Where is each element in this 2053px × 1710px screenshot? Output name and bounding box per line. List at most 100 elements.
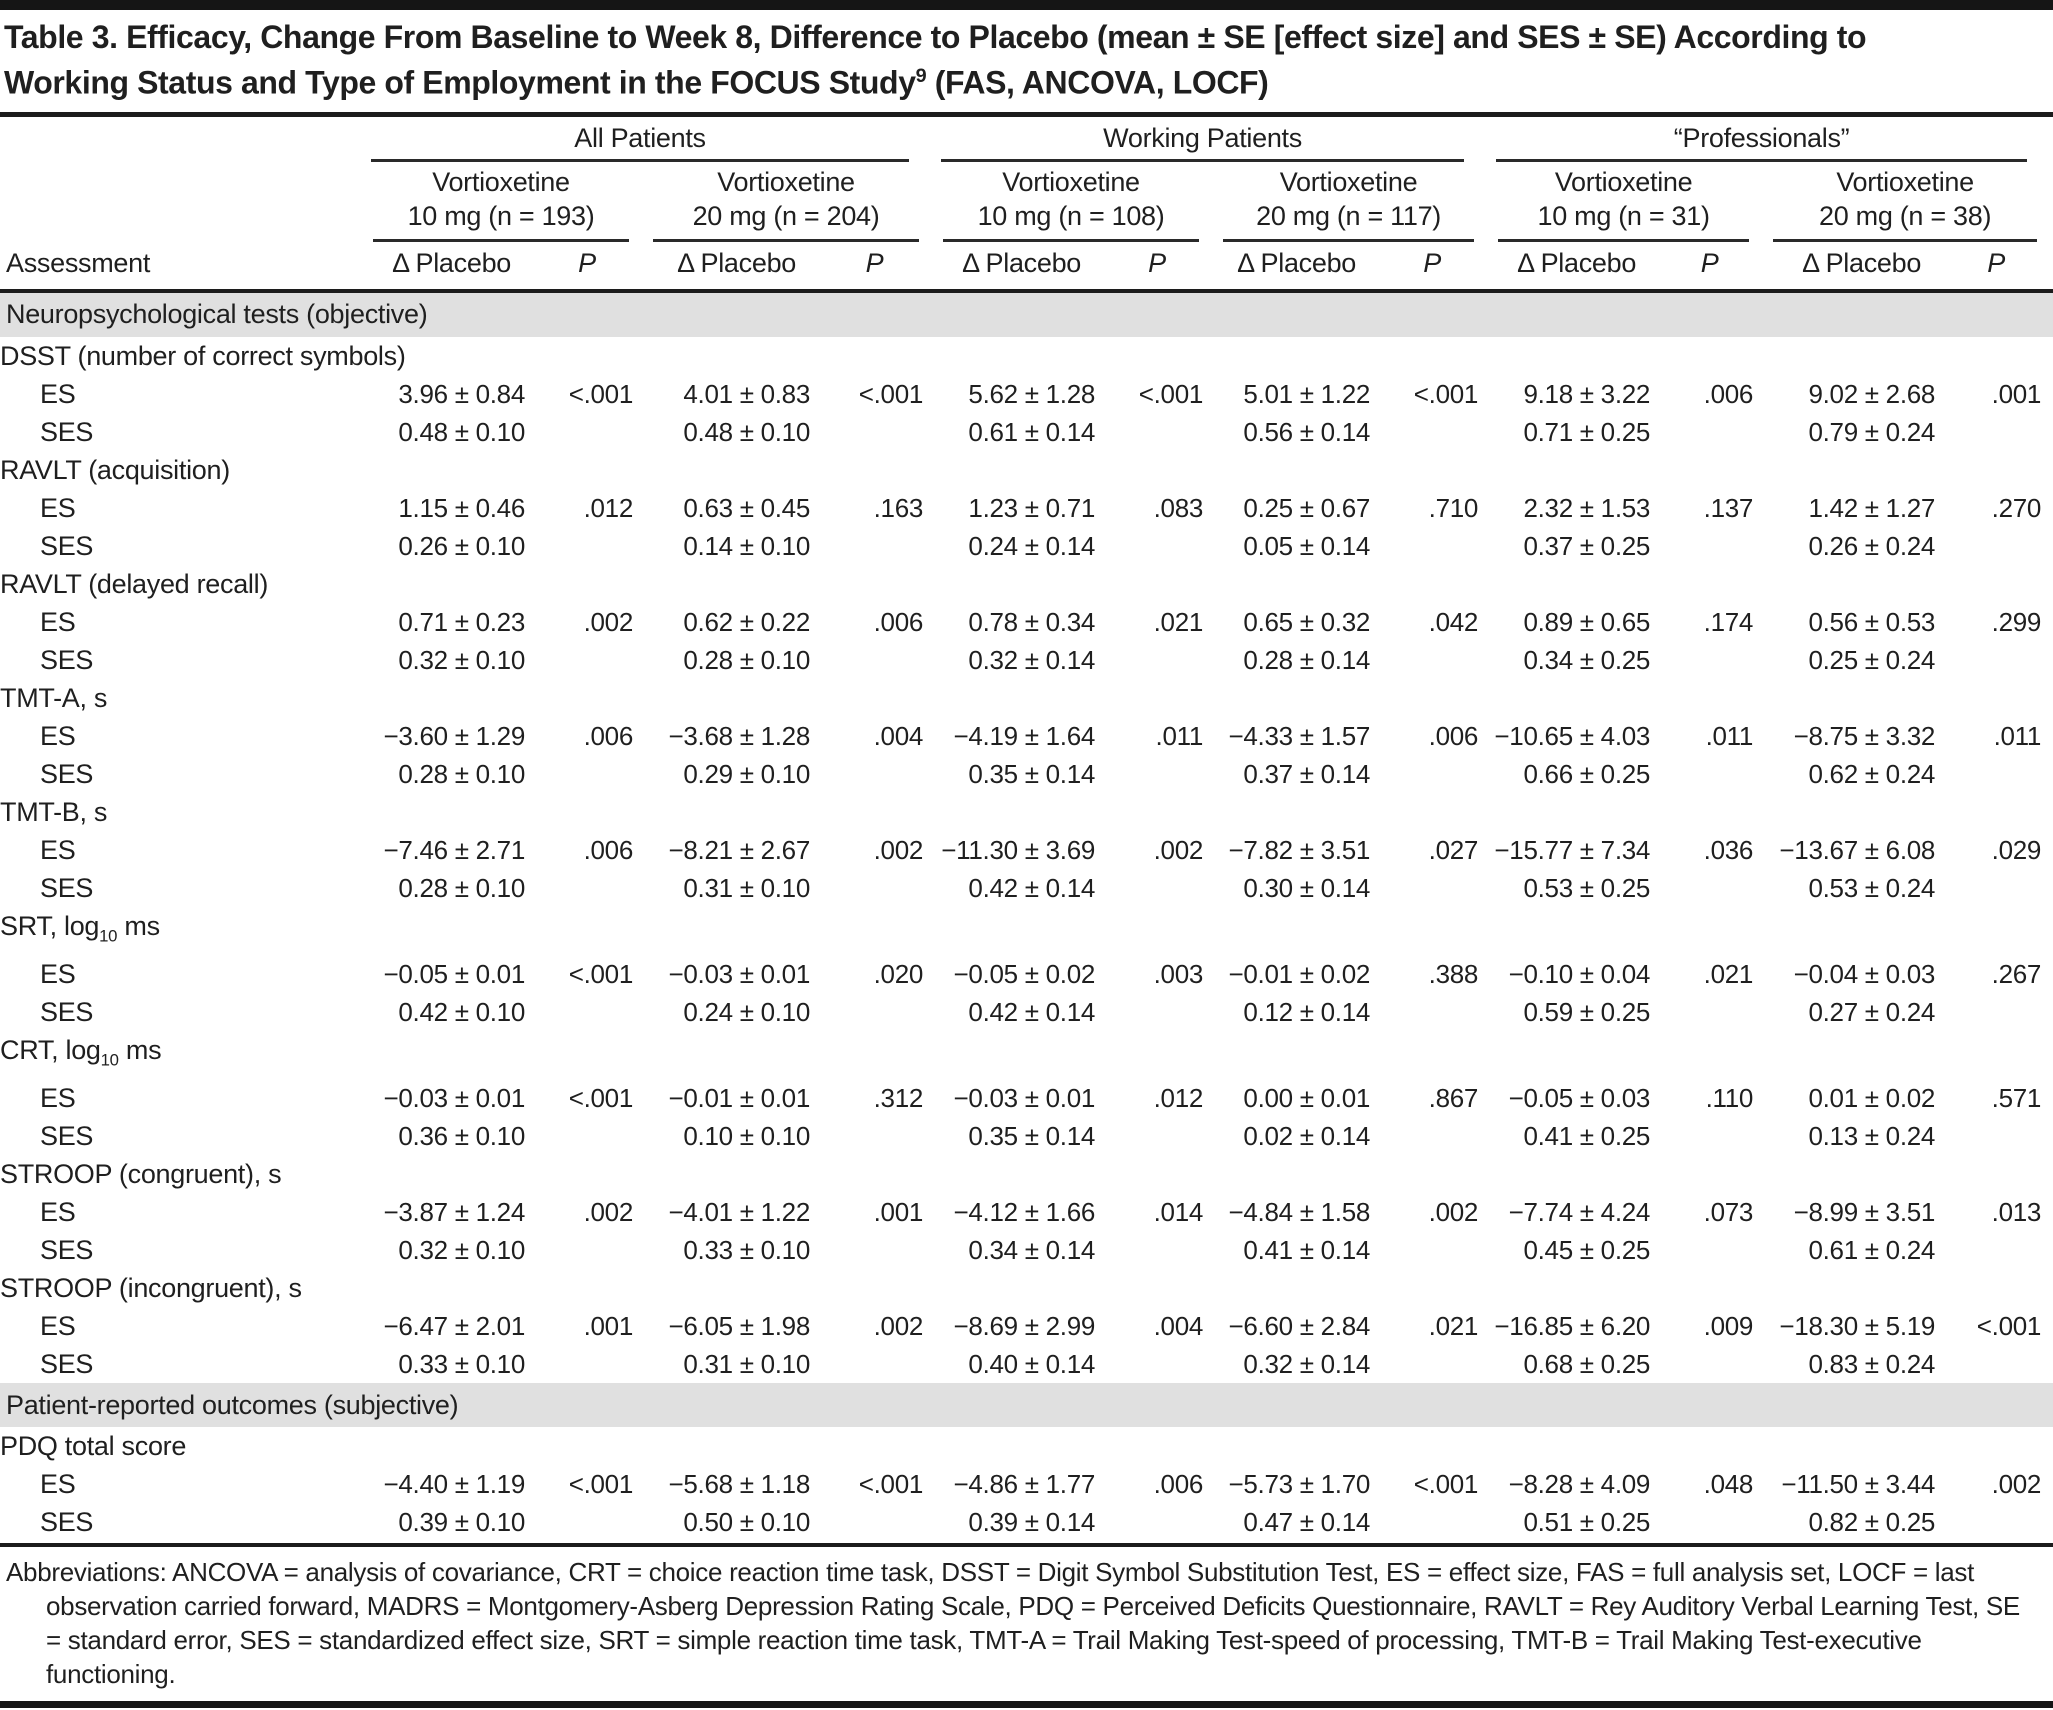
delta-placebo-value: 0.50 ± 0.10 [683, 1507, 810, 1538]
assessment-label: SRT, log10 ms [0, 910, 160, 946]
delta-placebo-value: 0.33 ± 0.10 [683, 1235, 810, 1266]
p-value: .012 [583, 492, 634, 523]
p-value: <.001 [1976, 1311, 2042, 1342]
arm-header: Vortioxetine 20 mg (n = 204) [645, 162, 935, 242]
p-value: .002 [1153, 834, 1204, 865]
value-row: ES −6.47 ± 2.01 .001 −6.05 ± 1.98 .002 −8.69 … [0, 1307, 2053, 1345]
p-value: .710 [1428, 492, 1479, 523]
p-value: <.001 [568, 959, 634, 990]
delta-placebo-value: −6.47 ± 2.01 [383, 1311, 525, 1342]
p-value: <.001 [858, 378, 924, 409]
delta-placebo-value: 0.36 ± 0.10 [398, 1121, 525, 1152]
delta-placebo-value: −5.68 ± 1.18 [668, 1469, 810, 1500]
p-value [840, 1117, 935, 1155]
p-value [1125, 1231, 1215, 1269]
delta-placebo-value: 0.26 ± 0.24 [1808, 530, 1936, 561]
delta-placebo-value: −4.86 ± 1.77 [953, 1469, 1096, 1500]
p-value [1965, 641, 2053, 679]
p-value [1680, 755, 1765, 793]
delta-placebo-value: −11.30 ± 3.69 [941, 834, 1096, 865]
delta-placebo-value: 0.65 ± 0.32 [1243, 606, 1371, 637]
p-value [555, 1503, 645, 1541]
p-value [555, 993, 645, 1031]
delta-placebo-value: −16.85 ± 6.20 [1494, 1311, 1651, 1342]
p-value: .011 [1993, 720, 2042, 751]
delta-placebo-value: 0.63 ± 0.45 [683, 492, 810, 523]
delta-placebo-value: 0.25 ± 0.24 [1808, 644, 1936, 675]
p-value [1125, 1117, 1215, 1155]
delta-placebo-value: 0.51 ± 0.25 [1523, 1507, 1651, 1538]
p-value: .004 [1153, 1311, 1204, 1342]
arm-drug: Vortioxetine [1554, 166, 1693, 197]
p-value [840, 755, 935, 793]
delta-placebo-value: −0.05 ± 0.03 [1508, 1083, 1651, 1114]
table-title-line1: Table 3. Efficacy, Change From Baseline … [4, 19, 1867, 55]
delta-placebo-value: 0.14 ± 0.10 [683, 530, 810, 561]
p-value: .002 [583, 1197, 634, 1228]
p-value [1125, 993, 1215, 1031]
delta-placebo-value: −7.82 ± 3.51 [1228, 834, 1371, 865]
p-value: .021 [1703, 959, 1754, 990]
value-row: ES −7.46 ± 2.71 .006 −8.21 ± 2.67 .002 −11.30… [0, 831, 2053, 869]
table-title-line2: Working Status and Type of Employment in… [4, 64, 916, 101]
p-value [1965, 527, 2053, 565]
stub-cell [0, 162, 365, 242]
row-label-ses: SES [40, 872, 94, 903]
delta-placebo-value: 0.30 ± 0.14 [1243, 872, 1371, 903]
delta-placebo-value: 0.66 ± 0.25 [1523, 758, 1651, 789]
assessment-label: PDQ total score [0, 1431, 187, 1462]
stub-cell [0, 117, 365, 162]
delta-placebo-value: 0.61 ± 0.14 [968, 416, 1096, 447]
delta-placebo-value: 0.05 ± 0.14 [1243, 530, 1371, 561]
arm-header: Vortioxetine 10 mg (n = 31) [1490, 162, 1765, 242]
delta-placebo-value: 0.26 ± 0.10 [398, 530, 525, 561]
column-group-label: Working Patients [1103, 122, 1302, 153]
p-value: <.001 [568, 378, 634, 409]
value-row: ES 3.96 ± 0.84 <.001 4.01 ± 0.83 <.001 5.62 ±… [0, 375, 2053, 413]
delta-placebo-value: −6.05 ± 1.98 [668, 1311, 810, 1342]
p-value: .029 [1991, 834, 2042, 865]
assessment-label: CRT, log10 ms [0, 1035, 162, 1070]
p-value [1680, 993, 1765, 1031]
row-label-es: ES [40, 1469, 76, 1500]
p-value: .009 [1703, 1311, 1754, 1342]
delta-placebo-value: 0.24 ± 0.14 [968, 530, 1096, 561]
delta-placebo-value: 0.31 ± 0.10 [683, 872, 810, 903]
delta-placebo-value: −0.05 ± 0.02 [953, 959, 1096, 990]
section-header: Neuropsychological tests (objective) [0, 290, 2053, 337]
value-row: SES 0.28 ± 0.10 0.31 ± 0.10 0.42 ± 0.14 0.30… [0, 869, 2053, 907]
delta-placebo-value: −18.30 ± 5.19 [1779, 1311, 1936, 1342]
delta-placebo-value: −4.84 ± 1.58 [1228, 1197, 1371, 1228]
delta-placebo-value: 0.47 ± 0.14 [1243, 1507, 1371, 1538]
value-row: SES 0.42 ± 0.10 0.24 ± 0.10 0.42 ± 0.14 0.12… [0, 993, 2053, 1031]
p-value: .002 [873, 1311, 924, 1342]
delta-placebo-value: 0.28 ± 0.10 [398, 872, 525, 903]
delta-placebo-value: 0.56 ± 0.53 [1808, 606, 1936, 637]
arm-drug: Vortioxetine [1002, 166, 1140, 197]
label-subscript: 10 [100, 1050, 119, 1070]
p-value [555, 1231, 645, 1269]
delta-placebo-value: 0.79 ± 0.24 [1808, 416, 1936, 447]
p-value: <.001 [568, 1469, 634, 1500]
delta-placebo-value: 0.42 ± 0.14 [968, 997, 1096, 1028]
section-row: Neuropsychological tests (objective) [0, 290, 2053, 337]
column-header-delta-placebo: Δ Placebo [1215, 241, 1401, 293]
delta-placebo-value: −0.03 ± 0.01 [953, 1083, 1096, 1114]
row-label-ses: SES [40, 1349, 94, 1380]
row-label-es: ES [40, 1311, 76, 1342]
delta-placebo-value: 0.59 ± 0.25 [1523, 997, 1651, 1028]
p-value: .011 [1705, 720, 1754, 751]
p-value: .267 [1991, 959, 2042, 990]
delta-placebo-value: −4.19 ± 1.64 [953, 720, 1096, 751]
column-header-p: P [1680, 241, 1766, 293]
p-value: .012 [1153, 1083, 1204, 1114]
arm-dose: 20 mg (n = 117) [1256, 200, 1441, 231]
row-label-es: ES [40, 606, 76, 637]
delta-placebo-value: −4.01 ± 1.22 [668, 1197, 810, 1228]
p-value [840, 993, 935, 1031]
p-value [1965, 1117, 2053, 1155]
p-value [555, 1345, 645, 1383]
p-value: .174 [1703, 606, 1754, 637]
delta-placebo-value: −13.67 ± 6.08 [1779, 834, 1936, 865]
delta-placebo-value: −0.04 ± 0.03 [1793, 959, 1936, 990]
